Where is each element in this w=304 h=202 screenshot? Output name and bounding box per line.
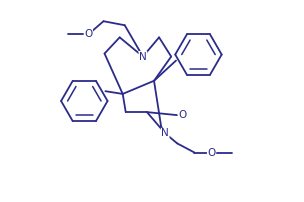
Text: O: O <box>178 110 186 120</box>
Text: N: N <box>139 52 147 62</box>
Text: N: N <box>161 128 169 138</box>
Text: O: O <box>84 29 92 39</box>
Text: O: O <box>207 147 216 158</box>
